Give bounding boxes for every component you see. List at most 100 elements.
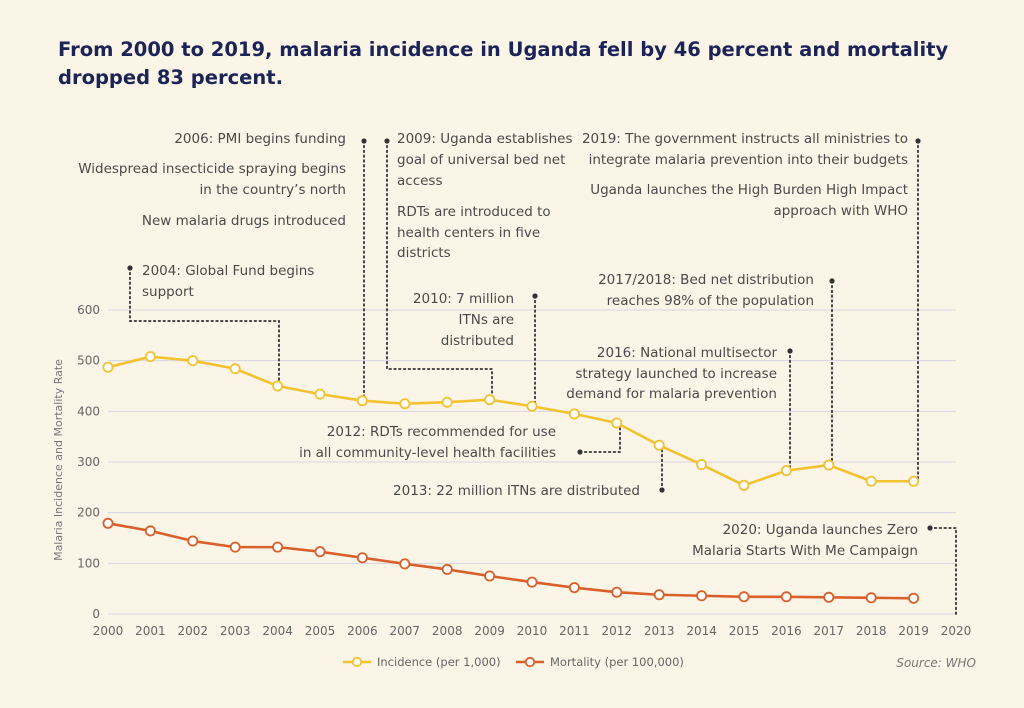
annotation-leader: [579, 425, 621, 453]
data-point: [738, 479, 750, 491]
data-point: [526, 576, 538, 588]
leader-dot: [659, 487, 665, 493]
annotation-text: integrate malaria prevention into their …: [589, 152, 908, 168]
annotation-text: access: [397, 173, 443, 189]
annotation-text: 2017/2018: Bed net distribution: [598, 272, 814, 288]
x-tick-label: 2014: [686, 624, 717, 638]
data-point: [865, 475, 877, 487]
source-note: Source: WHO: [896, 656, 976, 670]
x-tick-label: 2012: [602, 624, 633, 638]
annotation-text: reaches 98% of the population: [607, 293, 814, 309]
y-axis: 0 100 200 300 400 500 600: [77, 303, 100, 621]
data-point: [738, 591, 750, 603]
y-tick-label: 100: [77, 556, 100, 570]
data-point: [823, 591, 835, 603]
y-tick-label: 600: [77, 303, 100, 317]
data-point: [187, 355, 199, 367]
annotations: 2006: PMI begins funding Widespread insec…: [78, 131, 918, 559]
data-point: [653, 589, 665, 601]
data-point: [653, 439, 665, 451]
legend: Incidence (per 1,000) Mortality (per 100,…: [343, 655, 684, 669]
data-point: [356, 395, 368, 407]
data-point: [611, 586, 623, 598]
y-tick-label: 0: [92, 607, 100, 621]
annotation-text: ITNs are: [459, 312, 514, 328]
x-tick-label: 2017: [814, 624, 845, 638]
annotation-text: goal of universal bed net: [397, 152, 565, 168]
leader-dot: [361, 138, 367, 144]
leader-dot: [787, 348, 793, 354]
annotation-leader: [386, 140, 493, 399]
data-point: [823, 459, 835, 471]
x-tick-label: 2010: [517, 624, 548, 638]
legend-swatch-marker: [351, 656, 363, 668]
data-point: [526, 400, 538, 412]
annotation-leaders: [127, 138, 957, 615]
data-point: [272, 380, 284, 392]
x-tick-label: 2013: [644, 624, 675, 638]
annotation-text: 2016: National multisector: [597, 345, 778, 361]
data-point: [441, 396, 453, 408]
annotation-text: 2009: Uganda establishes: [397, 131, 573, 147]
data-point: [399, 398, 411, 410]
data-point: [187, 535, 199, 547]
data-point: [229, 363, 241, 375]
annotation-text: health centers in five: [397, 225, 540, 241]
annotation-text: 2006: PMI begins funding: [174, 131, 346, 147]
data-point: [696, 590, 708, 602]
annotation-text: New malaria drugs introduced: [142, 213, 346, 229]
x-tick-label: 2015: [729, 624, 760, 638]
data-point: [102, 517, 114, 529]
data-point: [399, 558, 411, 570]
annotation-text: 2013: 22 million ITNs are distributed: [393, 483, 640, 499]
data-point: [568, 408, 580, 420]
x-tick-label: 2020: [941, 624, 972, 638]
series-line: [107, 522, 914, 600]
data-point: [144, 351, 156, 363]
legend-swatch-marker: [524, 656, 536, 668]
data-point: [356, 552, 368, 564]
y-tick-label: 200: [77, 506, 100, 520]
chart-title: From 2000 to 2019, malaria incidence in …: [58, 38, 949, 89]
annotation-text: approach with WHO: [773, 203, 908, 219]
y-axis-label: Malaria Incidence and Mortality Rate: [52, 359, 65, 561]
x-tick-label: 2019: [898, 624, 929, 638]
data-point: [102, 361, 114, 373]
x-tick-label: 2009: [474, 624, 505, 638]
leader-dot: [532, 293, 538, 299]
leader-dot: [127, 265, 133, 271]
annotation-text: 2020: Uganda launches Zero: [723, 522, 918, 538]
x-tick-label: 2007: [390, 624, 421, 638]
data-point: [144, 525, 156, 537]
annotation-text: in all community-level health facilities: [299, 445, 556, 461]
annotation-text: Uganda launches the High Burden High Imp…: [590, 182, 908, 198]
leader-dot: [829, 278, 835, 284]
x-tick-label: 2003: [220, 624, 251, 638]
data-point: [441, 563, 453, 575]
x-tick-label: 2011: [559, 624, 590, 638]
data-point: [272, 541, 284, 553]
x-tick-label: 2005: [305, 624, 336, 638]
data-point: [780, 591, 792, 603]
data-point: [780, 465, 792, 477]
x-tick-label: 2000: [93, 624, 124, 638]
y-tick-label: 500: [77, 354, 100, 368]
annotation-text: 2004: Global Fund begins: [142, 263, 314, 279]
y-tick-label: 400: [77, 404, 100, 418]
annotation-text: strategy launched to increase: [575, 366, 777, 382]
leader-dot: [577, 449, 583, 455]
annotation-text: in the country’s north: [199, 182, 346, 198]
annotation-text: distributed: [441, 333, 514, 349]
data-point: [314, 546, 326, 558]
x-axis: 2000 2001 2002 2003 2004 2005 2006 2007 2008 2009…: [93, 624, 972, 638]
x-tick-label: 2006: [347, 624, 378, 638]
data-point: [484, 570, 496, 582]
legend-label: Incidence (per 1,000): [377, 655, 501, 669]
x-tick-label: 2018: [856, 624, 887, 638]
series-line: [107, 355, 914, 487]
data-point: [314, 388, 326, 400]
x-tick-label: 2008: [432, 624, 463, 638]
data-point: [908, 592, 920, 604]
x-tick-label: 2002: [178, 624, 209, 638]
annotation-text: Malaria Starts With Me Campaign: [692, 543, 918, 559]
